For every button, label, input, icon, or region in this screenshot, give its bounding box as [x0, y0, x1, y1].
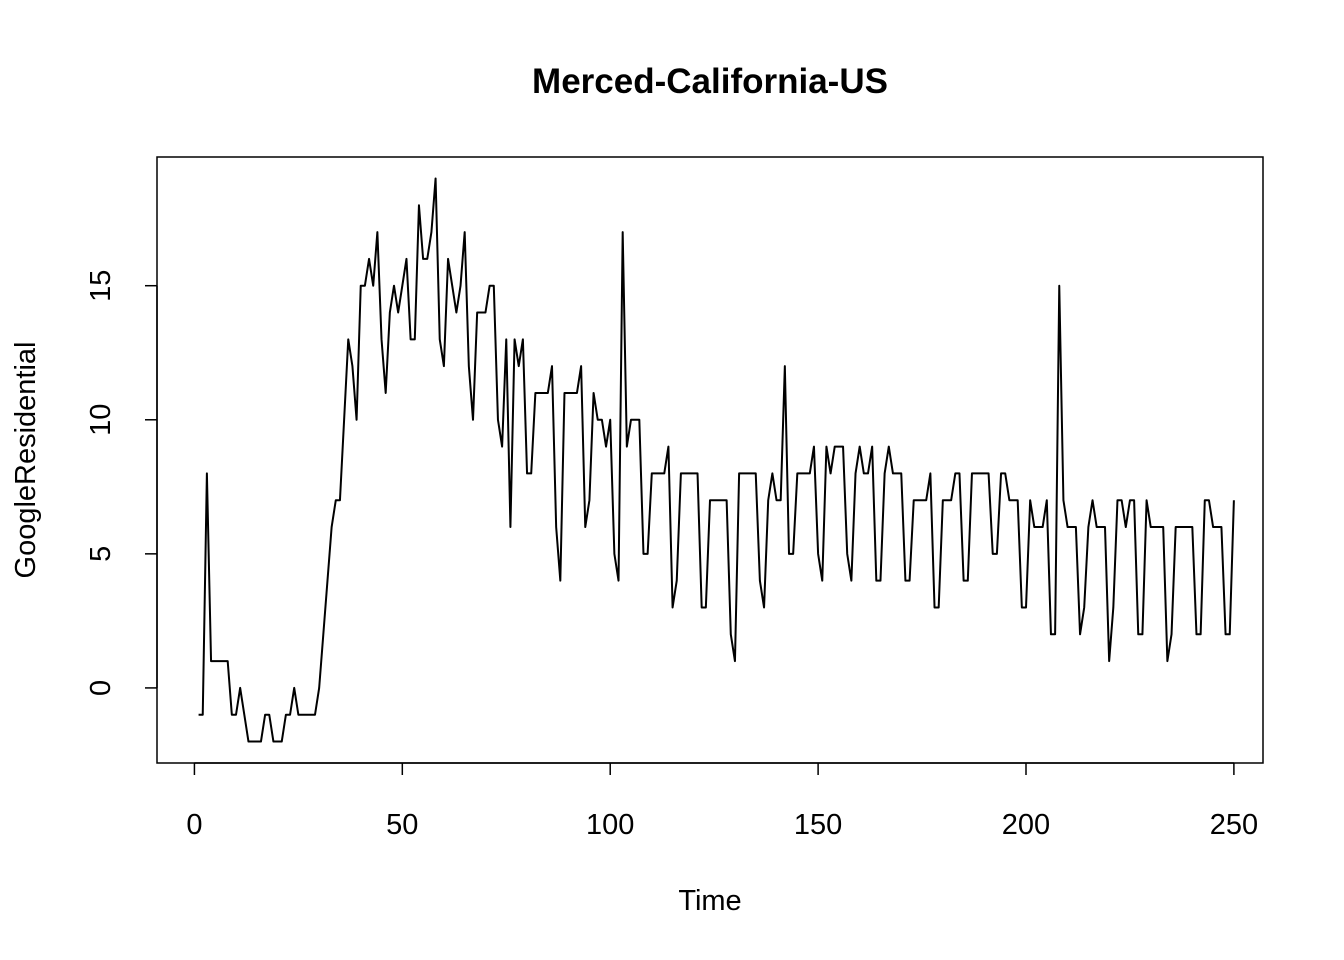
x-tick-label: 50 — [386, 809, 418, 841]
x-tick-label: 200 — [1002, 809, 1050, 841]
x-axis-label: Time — [678, 885, 741, 917]
chart-title: Merced-California-US — [532, 62, 888, 101]
x-tick-label: 150 — [794, 809, 842, 841]
y-tick-label: 5 — [85, 546, 117, 562]
plot-frame — [156, 156, 1264, 764]
x-tick-label: 100 — [586, 809, 634, 841]
y-axis: 0 5 10 15 — [85, 270, 158, 696]
y-tick-label: 10 — [85, 404, 117, 436]
y-tick-label: 15 — [85, 270, 117, 302]
x-tick-label: 0 — [186, 809, 202, 841]
data-points — [198, 177, 1235, 742]
series-line — [198, 177, 1235, 743]
y-tick-label: 0 — [85, 680, 117, 696]
x-tick-label: 250 — [1210, 809, 1258, 841]
x-axis: 0 50 100 150 200 250 — [186, 762, 1258, 841]
y-axis-label: GoogleResidential — [10, 342, 42, 579]
